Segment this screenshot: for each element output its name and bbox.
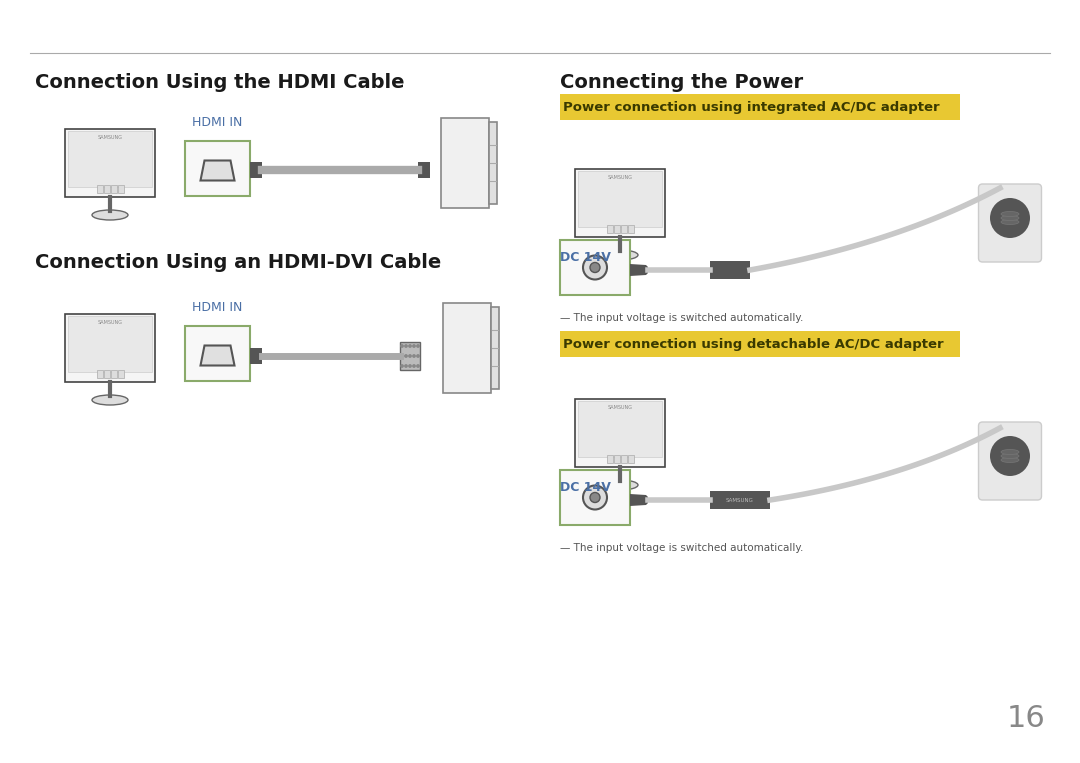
FancyBboxPatch shape [418,162,430,178]
Ellipse shape [1001,220,1020,224]
FancyBboxPatch shape [249,162,262,178]
Text: SAMSUNG: SAMSUNG [726,497,754,503]
Polygon shape [630,264,648,276]
Text: SAMSUNG: SAMSUNG [97,320,122,324]
FancyBboxPatch shape [607,225,613,233]
Circle shape [590,492,600,503]
Text: Connection Using the HDMI Cable: Connection Using the HDMI Cable [35,73,405,92]
FancyBboxPatch shape [615,455,620,463]
FancyBboxPatch shape [978,422,1041,500]
FancyBboxPatch shape [627,455,634,463]
Ellipse shape [1001,458,1020,462]
Circle shape [413,365,415,367]
Text: DC 14V: DC 14V [561,481,611,494]
FancyBboxPatch shape [185,141,249,196]
FancyBboxPatch shape [441,118,489,208]
FancyBboxPatch shape [615,225,620,233]
FancyBboxPatch shape [621,225,627,233]
Polygon shape [201,346,234,365]
FancyBboxPatch shape [978,184,1041,262]
FancyBboxPatch shape [578,171,662,227]
Text: 16: 16 [1007,704,1045,733]
FancyBboxPatch shape [627,225,634,233]
Text: SAMSUNG: SAMSUNG [97,134,122,140]
FancyBboxPatch shape [249,348,262,364]
Circle shape [401,355,403,357]
Circle shape [405,365,407,367]
Polygon shape [400,342,420,370]
Text: HDMI IN: HDMI IN [192,301,243,314]
Text: DC 14V: DC 14V [561,251,611,264]
FancyBboxPatch shape [489,122,497,204]
Text: — The input voltage is switched automatically.: — The input voltage is switched automati… [561,313,804,323]
Text: Power connection using detachable AC/DC adapter: Power connection using detachable AC/DC … [563,337,944,350]
FancyBboxPatch shape [104,370,110,378]
Text: HDMI IN: HDMI IN [192,116,243,129]
FancyBboxPatch shape [68,316,152,372]
Ellipse shape [602,250,638,260]
Ellipse shape [92,210,129,220]
Text: Connecting the Power: Connecting the Power [561,73,804,92]
FancyBboxPatch shape [621,455,627,463]
FancyBboxPatch shape [111,185,117,193]
Circle shape [990,198,1030,238]
Circle shape [590,262,600,272]
FancyBboxPatch shape [710,261,750,279]
FancyBboxPatch shape [65,314,156,382]
Circle shape [409,355,411,357]
Text: Connection Using an HDMI-DVI Cable: Connection Using an HDMI-DVI Cable [35,253,442,272]
Circle shape [417,345,419,347]
FancyBboxPatch shape [491,307,499,389]
FancyBboxPatch shape [443,303,491,393]
Ellipse shape [602,480,638,490]
Circle shape [409,345,411,347]
FancyBboxPatch shape [68,131,152,187]
FancyBboxPatch shape [561,240,630,295]
FancyBboxPatch shape [607,455,613,463]
FancyBboxPatch shape [578,401,662,457]
FancyBboxPatch shape [561,331,960,357]
Circle shape [417,355,419,357]
FancyBboxPatch shape [118,370,124,378]
Polygon shape [630,494,648,506]
Circle shape [409,365,411,367]
FancyBboxPatch shape [111,370,117,378]
FancyBboxPatch shape [575,169,665,237]
FancyBboxPatch shape [104,185,110,193]
FancyBboxPatch shape [575,399,665,467]
Circle shape [401,345,403,347]
Ellipse shape [1001,453,1020,459]
Polygon shape [201,160,234,181]
FancyBboxPatch shape [561,470,630,525]
Circle shape [990,436,1030,476]
Circle shape [405,355,407,357]
Ellipse shape [1001,449,1020,455]
Text: — The input voltage is switched automatically.: — The input voltage is switched automati… [561,543,804,553]
Circle shape [417,365,419,367]
Circle shape [401,365,403,367]
Text: SAMSUNG: SAMSUNG [607,404,633,410]
Circle shape [413,355,415,357]
Circle shape [583,485,607,510]
FancyBboxPatch shape [710,491,770,509]
FancyBboxPatch shape [65,129,156,197]
Text: SAMSUNG: SAMSUNG [607,175,633,179]
Ellipse shape [1001,211,1020,217]
Ellipse shape [92,395,129,405]
FancyBboxPatch shape [97,370,103,378]
FancyBboxPatch shape [118,185,124,193]
Ellipse shape [1001,215,1020,221]
FancyBboxPatch shape [185,326,249,381]
Circle shape [413,345,415,347]
FancyBboxPatch shape [561,94,960,120]
Circle shape [583,256,607,279]
Text: Power connection using integrated AC/DC adapter: Power connection using integrated AC/DC … [563,101,940,114]
FancyBboxPatch shape [97,185,103,193]
Circle shape [405,345,407,347]
